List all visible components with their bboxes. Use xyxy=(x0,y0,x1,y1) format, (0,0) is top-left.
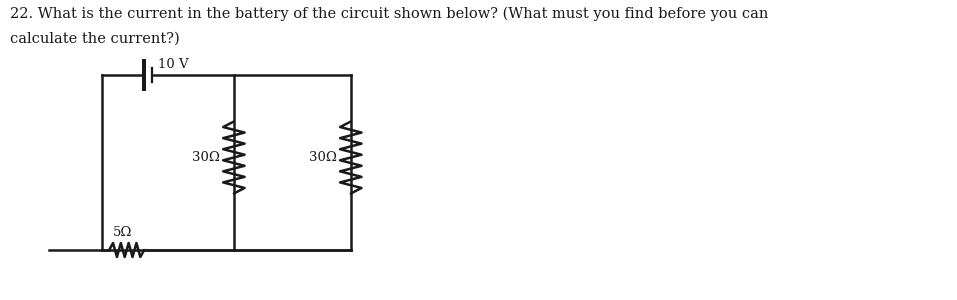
Text: 30Ω: 30Ω xyxy=(309,151,337,164)
Text: calculate the current?): calculate the current?) xyxy=(10,32,180,46)
Text: 22. What is the current in the battery of the circuit shown below? (What must yo: 22. What is the current in the battery o… xyxy=(10,7,768,21)
Text: 5Ω: 5Ω xyxy=(113,226,132,239)
Text: 30Ω: 30Ω xyxy=(192,151,220,164)
Text: 10 V: 10 V xyxy=(158,58,189,71)
